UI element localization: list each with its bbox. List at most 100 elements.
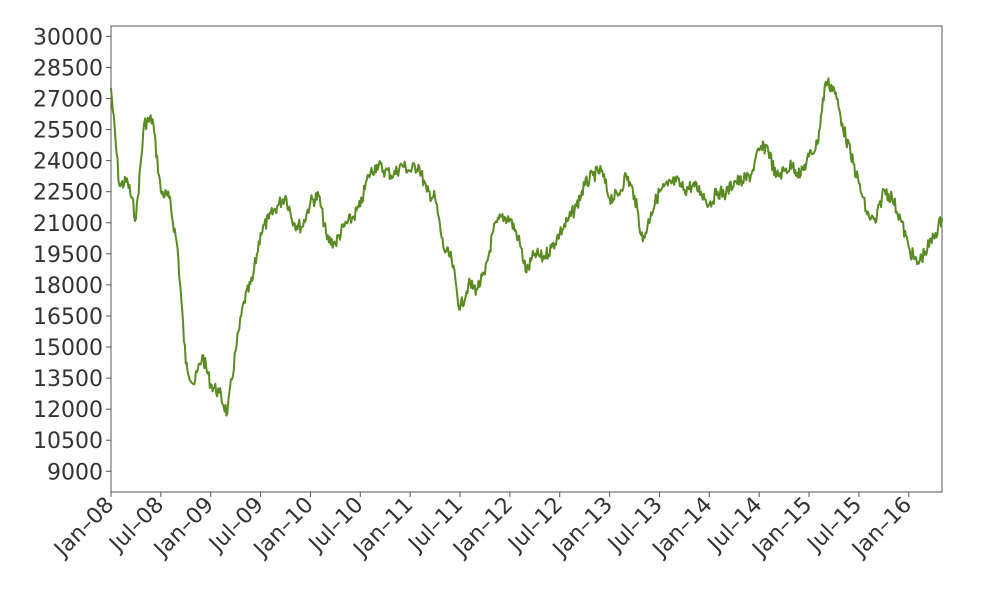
data-point xyxy=(600,170,603,172)
data-point xyxy=(151,118,154,120)
y-tick-label: 28500 xyxy=(33,56,103,81)
data-point xyxy=(317,195,320,197)
y-tick-label: 19500 xyxy=(33,243,103,268)
data-point xyxy=(741,180,744,183)
data-point xyxy=(883,188,885,191)
data-point xyxy=(666,184,669,187)
data-point xyxy=(716,190,719,193)
data-point xyxy=(442,246,445,249)
x-tick-label: Jan–08 xyxy=(49,493,120,564)
data-point xyxy=(326,238,328,241)
data-point xyxy=(891,197,893,199)
data-point xyxy=(583,184,586,187)
data-point xyxy=(783,170,785,172)
data-point xyxy=(733,180,736,183)
data-point xyxy=(376,163,378,166)
data-point xyxy=(417,163,420,166)
series-layer xyxy=(110,77,943,417)
data-point xyxy=(758,149,760,152)
data-point xyxy=(824,81,827,83)
data-point xyxy=(392,174,395,176)
data-point xyxy=(209,383,212,386)
data-point xyxy=(932,236,935,239)
data-point xyxy=(625,174,628,176)
data-point xyxy=(924,250,927,253)
y-tick-label: 12000 xyxy=(33,398,103,423)
data-point xyxy=(750,174,752,176)
data-point xyxy=(874,221,877,224)
data-point xyxy=(110,87,112,89)
data-point xyxy=(342,226,345,228)
data-point xyxy=(675,180,677,183)
y-tick-label: 30000 xyxy=(33,25,103,50)
data-point xyxy=(434,197,436,199)
y-tick-label: 9000 xyxy=(47,460,103,485)
data-point xyxy=(725,192,727,195)
data-point xyxy=(816,143,819,145)
data-point xyxy=(941,217,943,220)
data-point xyxy=(899,217,902,220)
data-point xyxy=(359,205,362,207)
data-point xyxy=(791,163,794,166)
data-point xyxy=(500,215,503,218)
y-tick-label: 24000 xyxy=(33,150,103,175)
data-point xyxy=(509,217,511,220)
data-point xyxy=(683,188,686,191)
data-point xyxy=(367,174,370,176)
y-tick-label: 16500 xyxy=(33,305,103,330)
data-point xyxy=(484,273,486,276)
data-point xyxy=(700,190,702,193)
y-tick-label: 27000 xyxy=(33,87,103,112)
data-point xyxy=(226,412,229,415)
data-point xyxy=(866,213,869,216)
data-point xyxy=(841,122,844,125)
data-point xyxy=(658,190,661,193)
data-point xyxy=(708,203,711,205)
data-point xyxy=(467,284,470,286)
data-point xyxy=(351,217,353,220)
data-point xyxy=(617,195,619,197)
data-point xyxy=(401,163,403,166)
data-point xyxy=(833,87,835,89)
data-point xyxy=(268,217,270,220)
data-point xyxy=(642,240,644,243)
data-point xyxy=(775,176,777,178)
data-point xyxy=(799,174,802,176)
data-point xyxy=(608,197,611,199)
data-point xyxy=(193,383,195,386)
data-point xyxy=(550,246,553,249)
data-point xyxy=(459,308,461,311)
data-point xyxy=(293,221,295,224)
y-axis: 9000 10500 12000 13500 15000 16500 18000 19500 2… xyxy=(33,25,111,485)
data-point xyxy=(118,184,121,187)
y-tick-label: 21000 xyxy=(33,212,103,237)
data-point xyxy=(907,246,910,249)
data-point xyxy=(201,354,204,357)
data-point xyxy=(176,246,179,249)
data-point xyxy=(849,153,852,156)
data-point xyxy=(542,257,544,259)
y-tick-label: 18000 xyxy=(33,274,103,299)
data-point xyxy=(168,197,170,199)
data-point xyxy=(409,170,411,172)
data-point xyxy=(450,259,453,261)
data-point xyxy=(135,217,137,220)
y-tick-label: 25500 xyxy=(33,119,103,144)
data-point xyxy=(475,288,478,290)
data-point xyxy=(592,174,594,176)
data-point xyxy=(218,391,220,394)
data-point xyxy=(534,253,536,255)
y-tick-label: 15000 xyxy=(33,336,103,361)
data-point xyxy=(243,300,245,303)
data-point xyxy=(276,205,279,207)
y-tick-label: 10500 xyxy=(33,429,103,454)
data-point xyxy=(126,180,129,183)
data-point xyxy=(525,271,528,274)
data-point xyxy=(633,195,636,197)
data-point xyxy=(858,182,860,185)
data-point xyxy=(234,350,237,352)
data-point xyxy=(384,170,387,172)
data-point xyxy=(425,190,428,193)
data-point xyxy=(301,226,303,228)
